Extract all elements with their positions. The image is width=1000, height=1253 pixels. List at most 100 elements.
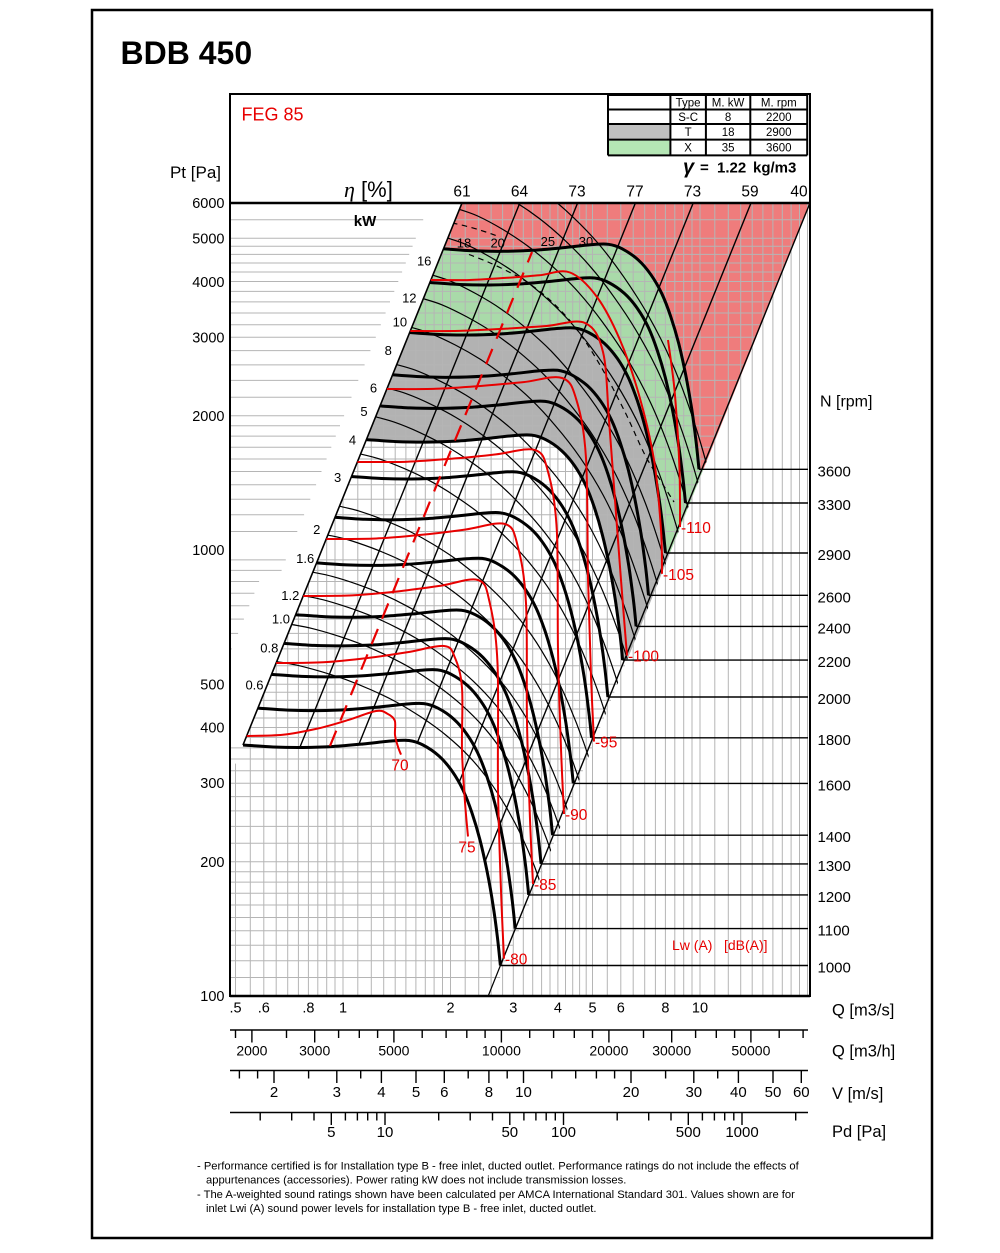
svg-text:-100: -100 (628, 649, 659, 666)
svg-text:50: 50 (765, 1084, 782, 1101)
svg-text:[dB(A)]: [dB(A)] (724, 937, 768, 953)
svg-text:5: 5 (360, 404, 367, 419)
svg-text:4: 4 (377, 1084, 385, 1101)
svg-text:2200: 2200 (818, 654, 851, 671)
svg-text:10: 10 (377, 1124, 394, 1141)
svg-text:30: 30 (579, 234, 593, 249)
svg-text:=: = (700, 160, 709, 177)
svg-text:1300: 1300 (818, 858, 851, 875)
svg-text:2900: 2900 (818, 547, 851, 564)
svg-text:1.22: 1.22 (717, 160, 746, 177)
svg-text:1800: 1800 (818, 732, 851, 749)
svg-text:3: 3 (509, 1001, 517, 1017)
svg-text:-90: -90 (565, 807, 588, 824)
svg-text:1000: 1000 (192, 543, 224, 559)
svg-text:300: 300 (200, 776, 224, 792)
svg-text:2000: 2000 (818, 691, 851, 708)
svg-text:500: 500 (676, 1124, 701, 1141)
svg-text:5000: 5000 (192, 232, 224, 248)
svg-text:20: 20 (490, 236, 504, 251)
svg-text:3600: 3600 (766, 143, 792, 155)
svg-text:2000: 2000 (236, 1043, 267, 1059)
svg-text:8: 8 (661, 1001, 669, 1017)
svg-text:V [m/s]: V [m/s] (832, 1085, 883, 1103)
svg-text:50: 50 (501, 1124, 518, 1141)
svg-text:Q [m3/h]: Q [m3/h] (832, 1043, 895, 1061)
svg-text:5: 5 (327, 1124, 335, 1141)
svg-text:400: 400 (200, 721, 224, 737)
svg-text:Lw (A): Lw (A) (672, 937, 712, 953)
svg-text:5: 5 (412, 1084, 420, 1101)
svg-text:kW: kW (354, 213, 377, 230)
svg-text:-105: -105 (663, 567, 694, 584)
svg-text:T: T (685, 127, 692, 139)
svg-text:40: 40 (790, 184, 808, 201)
svg-text:25: 25 (541, 234, 555, 249)
svg-text:1.6: 1.6 (296, 551, 314, 566)
svg-text:3600: 3600 (818, 463, 851, 480)
svg-text:6: 6 (370, 380, 377, 395)
svg-text:8: 8 (485, 1084, 493, 1101)
svg-text:S-C: S-C (678, 112, 698, 124)
svg-text:200: 200 (200, 855, 224, 871)
svg-text:1200: 1200 (818, 889, 851, 906)
svg-text:18: 18 (457, 236, 471, 251)
svg-text:59: 59 (741, 184, 758, 201)
svg-text:73: 73 (684, 184, 701, 201)
svg-text:.5: .5 (229, 1001, 241, 1017)
svg-text:75: 75 (458, 840, 475, 857)
svg-text:1400: 1400 (818, 829, 851, 846)
svg-text:2: 2 (270, 1084, 278, 1101)
svg-text:30: 30 (685, 1084, 702, 1101)
svg-text:1.2: 1.2 (281, 588, 299, 603)
svg-text:500: 500 (200, 677, 224, 693)
svg-text:1600: 1600 (818, 777, 851, 794)
svg-text:2600: 2600 (818, 589, 851, 606)
svg-text:- Performance certified is for: - Performance certified is for Installat… (197, 1161, 800, 1173)
svg-text:Pd [Pa]: Pd [Pa] (832, 1123, 886, 1141)
svg-text:60: 60 (793, 1084, 810, 1101)
svg-text:-110: -110 (681, 520, 711, 537)
svg-text:3300: 3300 (818, 497, 851, 514)
svg-text:10: 10 (692, 1001, 708, 1017)
svg-text:2900: 2900 (766, 127, 792, 139)
svg-text:5000: 5000 (378, 1043, 409, 1059)
svg-text:4: 4 (349, 433, 356, 448)
svg-text:- The A-weighted sound ratings: - The A-weighted sound ratings shown hav… (197, 1189, 795, 1201)
svg-text:η [%]: η [%] (344, 177, 393, 202)
svg-text:1100: 1100 (818, 923, 850, 940)
svg-text:10: 10 (515, 1084, 532, 1101)
svg-text:-85: -85 (534, 877, 556, 894)
svg-text:1: 1 (339, 1001, 347, 1017)
svg-text:50000: 50000 (731, 1043, 770, 1059)
svg-text:appurtenances (accessories). P: appurtenances (accessories). Power ratin… (206, 1175, 626, 1187)
svg-text:3000: 3000 (192, 331, 224, 347)
svg-text:8: 8 (725, 112, 731, 124)
svg-text:10: 10 (393, 314, 407, 329)
svg-text:2400: 2400 (818, 620, 851, 637)
svg-text:4: 4 (554, 1001, 562, 1017)
svg-text:Q [m3/s]: Q [m3/s] (832, 1002, 894, 1020)
svg-text:16: 16 (417, 254, 431, 269)
svg-text:30000: 30000 (652, 1043, 691, 1059)
svg-text:3: 3 (333, 1084, 341, 1101)
svg-text:18: 18 (722, 127, 735, 139)
svg-text:100: 100 (551, 1124, 576, 1141)
svg-text:70: 70 (391, 758, 409, 775)
svg-text:0.8: 0.8 (260, 640, 278, 655)
svg-text:-80: -80 (505, 952, 528, 969)
svg-text:FEG 85: FEG 85 (242, 105, 304, 125)
svg-text:kg/m3: kg/m3 (753, 160, 796, 177)
svg-text:.6: .6 (258, 1001, 270, 1017)
svg-text:Pt [Pa]: Pt [Pa] (170, 163, 221, 182)
svg-text:N [rpm]: N [rpm] (820, 394, 872, 411)
svg-text:40: 40 (730, 1084, 747, 1101)
svg-text:2000: 2000 (192, 409, 224, 425)
svg-text:γ: γ (683, 157, 696, 179)
svg-text:-95: -95 (595, 735, 617, 752)
svg-text:0.6: 0.6 (245, 678, 263, 693)
svg-text:20: 20 (623, 1084, 640, 1101)
svg-text:2: 2 (313, 522, 320, 537)
svg-text:6: 6 (440, 1084, 448, 1101)
svg-text:64: 64 (511, 184, 529, 201)
